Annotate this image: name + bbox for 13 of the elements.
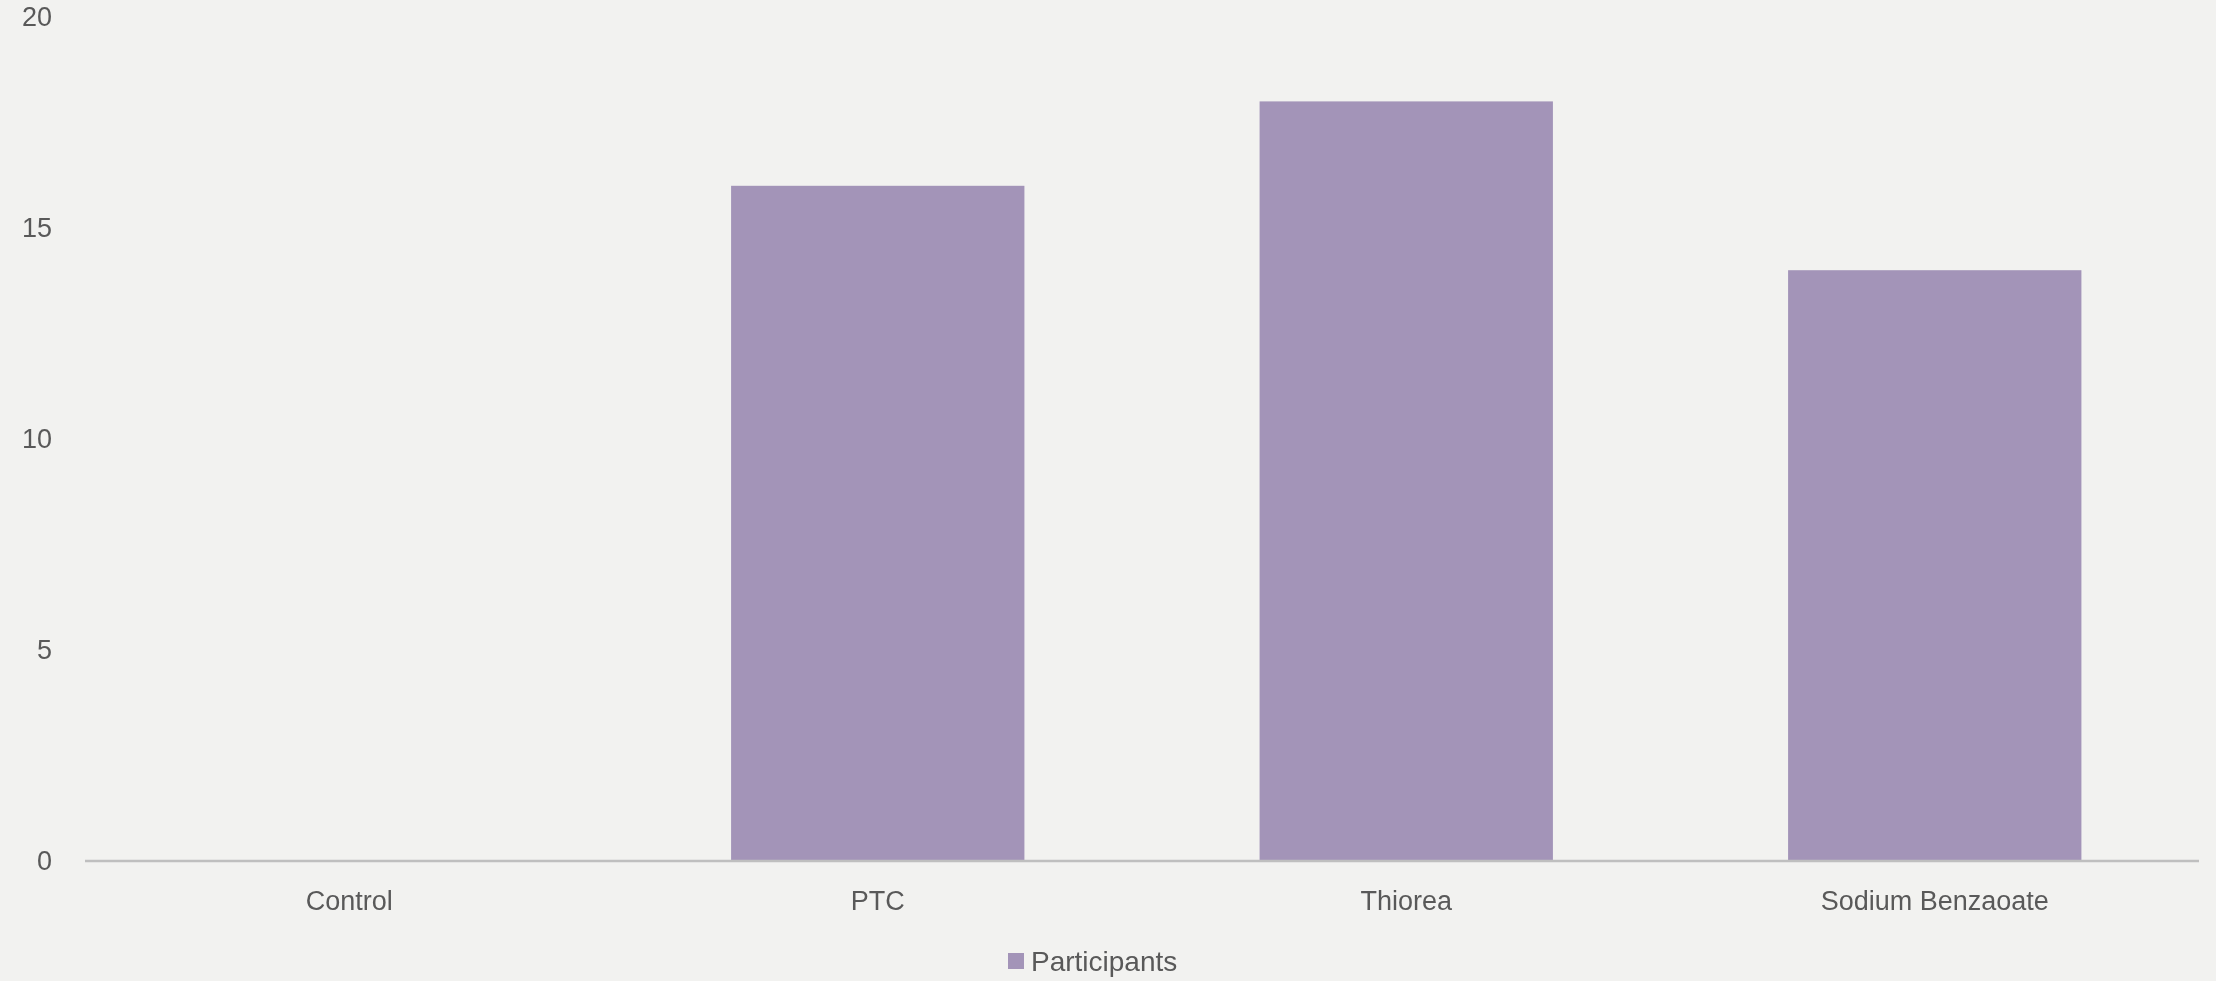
y-tick-label: 5 (36, 635, 52, 666)
x-tick-label: PTC (850, 886, 905, 917)
y-tick-label: 0 (36, 846, 52, 877)
y-tick-label: 10 (21, 424, 52, 455)
bar (1259, 101, 1553, 861)
x-tick-label: Thiorea (1360, 886, 1454, 917)
legend-label: Participants (1031, 945, 1178, 977)
x-tick-label: Control (305, 886, 393, 917)
x-tick-label: Sodium Benzaoate (1820, 886, 2049, 917)
bar (1788, 270, 2082, 861)
y-tick-label: 15 (21, 213, 52, 244)
bar (731, 185, 1025, 861)
y-tick-label: 20 (21, 2, 52, 33)
